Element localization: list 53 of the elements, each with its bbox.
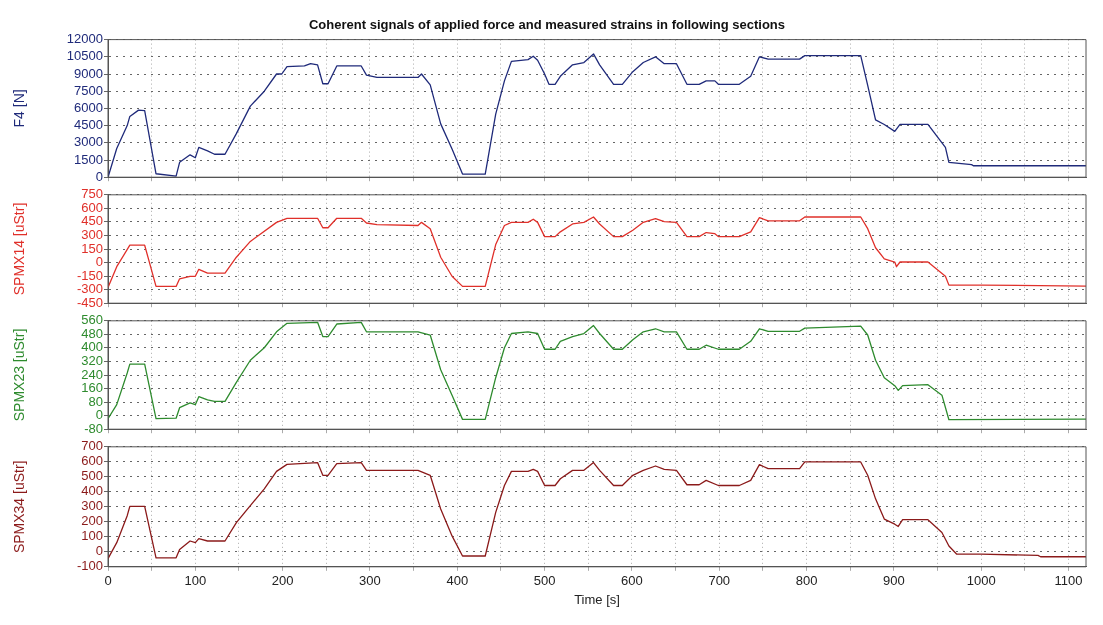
y-tick-label: 0 [95, 407, 103, 423]
y-tick-label: 240 [81, 366, 103, 382]
y-axis-title: F4 [N] [11, 89, 28, 128]
y-tick-label: 10500 [66, 48, 103, 64]
y-tick-label: 6000 [74, 99, 103, 115]
x-axis-title: Time [s] [574, 591, 620, 607]
y-tick-label: 560 [81, 312, 103, 328]
y-tick-label: 4500 [74, 117, 103, 133]
y-tick-label: 400 [81, 483, 103, 499]
y-tick-label: 600 [81, 199, 103, 215]
y-tick-label: 500 [81, 468, 103, 484]
y-tick-label: -300 [76, 281, 103, 297]
y-axis-title: SPMX14 [uStr] [11, 202, 28, 296]
x-tick-label: 700 [708, 573, 731, 589]
y-tick-label: 80 [88, 393, 103, 409]
y-tick-label: 1500 [74, 151, 103, 167]
x-tick-label: 400 [446, 573, 469, 589]
x-tick-label: 500 [533, 573, 556, 589]
y-tick-label: 320 [81, 353, 103, 369]
y-tick-label: 9000 [74, 65, 103, 81]
y-tick-label: 200 [81, 513, 103, 529]
y-tick-label: 160 [81, 380, 103, 396]
y-tick-label: 150 [81, 240, 103, 256]
y-axis-title: SPMX34 [uStr] [11, 460, 28, 554]
x-tick-label: 600 [621, 573, 643, 589]
y-tick-label: 300 [81, 498, 103, 514]
y-tick-label: 700 [81, 438, 103, 454]
y-axis-title: SPMX23 [uStr] [11, 328, 28, 422]
y-tick-label: 100 [81, 528, 103, 544]
x-tick-label: 1100 [1054, 573, 1083, 589]
chart-title: Coherent signals of applied force and measured strains in following sections [308, 17, 786, 33]
y-tick-label: 7500 [74, 82, 103, 98]
y-tick-label: 750 [81, 186, 103, 202]
y-tick-label: 0 [95, 254, 103, 270]
x-tick-label: 200 [271, 573, 294, 589]
y-tick-label: 12000 [66, 31, 103, 47]
y-tick-label: 600 [81, 453, 103, 469]
y-tick-label: -150 [76, 267, 103, 283]
y-tick-label: 400 [81, 339, 103, 355]
y-tick-label: 480 [81, 325, 103, 341]
y-tick-label: -100 [76, 558, 103, 574]
y-tick-label: -80 [84, 420, 103, 436]
x-tick-label: 900 [883, 573, 905, 589]
y-tick-label: -450 [76, 294, 103, 310]
x-tick-label: 300 [359, 573, 381, 589]
y-tick-label: 450 [81, 213, 103, 229]
y-tick-label: 0 [95, 168, 103, 184]
x-tick-label: 100 [184, 573, 207, 589]
x-tick-label: 800 [795, 573, 818, 589]
y-tick-label: 3000 [74, 134, 103, 150]
y-tick-label: 0 [95, 543, 103, 559]
x-tick-label: 1000 [966, 573, 996, 589]
y-tick-label: 300 [81, 227, 103, 243]
